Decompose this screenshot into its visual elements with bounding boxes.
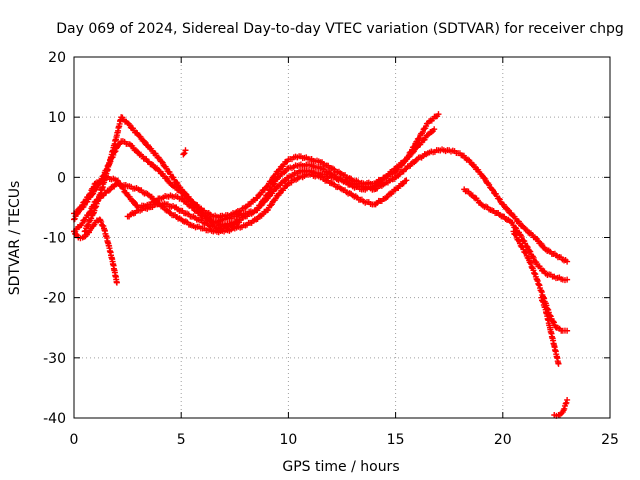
x-tick-label: 0 [70,432,79,448]
y-tick-label: -40 [43,411,66,427]
y-tick-label: -20 [43,291,66,307]
data-point [550,319,557,326]
data-point [563,399,570,406]
data-point [270,181,277,188]
x-tick-label: 5 [177,432,186,448]
chart-title: Day 069 of 2024, Sidereal Day-to-day VTE… [56,21,624,37]
data-point [526,247,533,254]
series-track-11 [180,147,189,158]
data-point [555,360,562,367]
data-point [120,185,127,192]
data-point [512,231,519,238]
data-point [435,111,442,118]
data-point [268,177,275,184]
y-tick-label: 0 [57,170,66,186]
x-tick-label: 20 [494,432,512,448]
data-point [431,126,438,133]
data-point [522,250,529,257]
data-point [523,243,530,250]
series-track-10 [551,396,571,419]
data-point [267,202,274,209]
data-point [173,179,180,186]
data-point [163,175,170,182]
data-point [562,400,569,407]
data-point [158,158,165,165]
x-tick-label: 10 [279,432,297,448]
series-track-4 [81,111,442,235]
data-point [140,137,147,144]
data-series [71,111,571,419]
data-point [113,279,120,286]
data-point [268,201,275,208]
data-point [129,197,136,204]
data-point [236,219,243,226]
series-track-6 [124,200,243,232]
data-point [564,327,571,334]
y-tick-label: 10 [48,110,66,126]
data-point [512,232,519,239]
data-point [482,176,489,183]
data-point [159,159,166,166]
data-point [258,201,265,208]
x-tick-label: 15 [387,432,405,448]
x-axis-label: GPS time / hours [282,459,399,475]
data-point [403,177,410,184]
data-point [415,135,422,142]
series-track-9 [538,294,562,367]
data-point [182,147,189,154]
data-point [397,162,404,169]
data-point [88,215,95,222]
series-track-7 [461,186,571,284]
y-tick-label: -30 [43,351,66,367]
data-point [561,405,568,412]
y-tick-label: 20 [48,50,66,66]
data-point [512,224,519,231]
data-point [518,233,525,240]
data-point [180,151,187,158]
data-point [267,178,274,185]
data-point [410,144,417,151]
data-point [564,258,571,265]
data-point [85,221,92,228]
axis-ticks: 0 5 10 15 20 25 -40 -30 -20 -10 0 10 20 [43,50,619,448]
data-point [419,129,426,136]
data-point [481,175,488,182]
data-point [89,191,96,198]
data-point [495,195,502,202]
data-point [522,249,529,256]
y-axis-label: SDTVAR / TECUs [7,181,23,296]
data-point [132,147,139,154]
data-point [98,218,105,225]
x-tick-label: 25 [601,432,619,448]
data-point [257,202,264,209]
y-tick-label: -10 [43,231,66,247]
grid [74,57,610,418]
data-point [537,240,544,247]
data-point [564,396,571,403]
data-point [181,150,188,157]
data-point [550,318,557,325]
data-point [489,186,496,193]
data-point [530,254,537,261]
series-track-5 [71,216,120,286]
data-point [527,248,534,255]
data-point [564,276,571,283]
